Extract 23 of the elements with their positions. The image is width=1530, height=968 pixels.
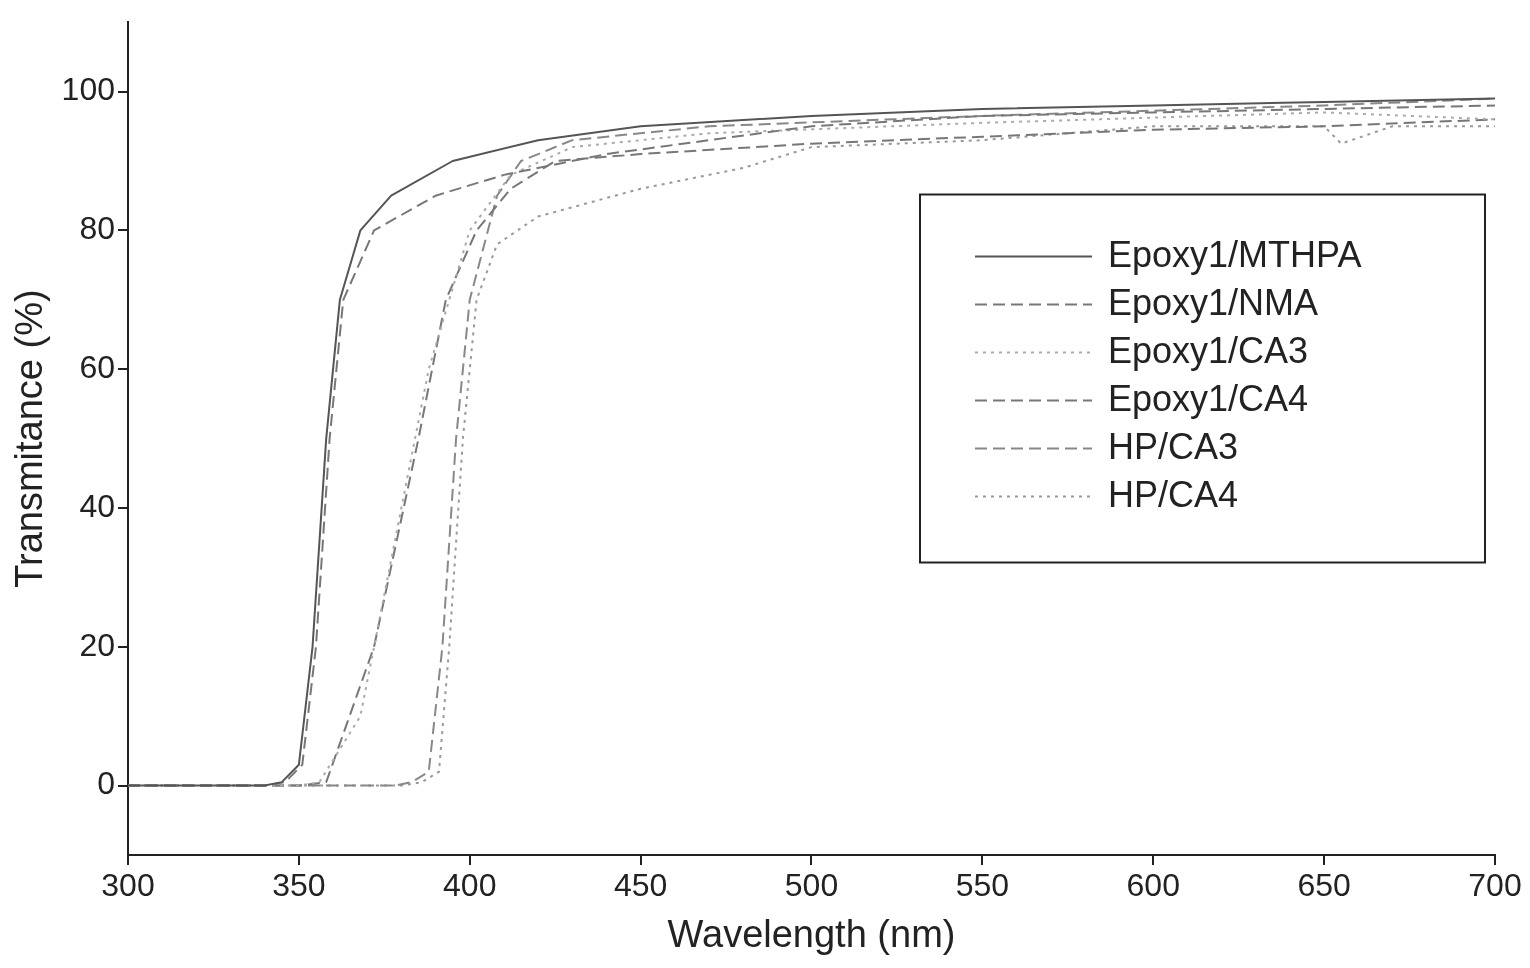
legend-label: Epoxy1/NMA <box>1108 281 1319 323</box>
x-tick-label: 300 <box>101 867 155 904</box>
legend-label: HP/CA3 <box>1108 425 1239 467</box>
x-tick-label: 550 <box>955 867 1010 904</box>
x-tick-label: 500 <box>784 867 839 904</box>
y-tick-label: 60 <box>79 349 115 386</box>
x-tick-label: 450 <box>613 867 668 904</box>
x-tick-label: 700 <box>1468 867 1522 904</box>
y-tick-label: 100 <box>61 71 115 108</box>
legend-label: Epoxy1/CA4 <box>1108 377 1309 419</box>
y-tick-label: 20 <box>79 626 115 663</box>
x-tick-label: 350 <box>272 867 326 904</box>
y-tick-label: 80 <box>79 210 115 247</box>
y-axis-title: Transmitance (%) <box>8 289 51 588</box>
x-tick-label: 650 <box>1297 867 1351 904</box>
legend-label: HP/CA4 <box>1108 473 1239 515</box>
y-tick-label: 40 <box>79 487 115 524</box>
x-axis-title: Wavelength (nm) <box>667 912 956 955</box>
legend-label: Epoxy1/MTHPA <box>1108 233 1362 275</box>
y-tick-label: 0 <box>97 765 115 802</box>
legend-label: Epoxy1/CA3 <box>1108 329 1309 371</box>
x-tick-label: 400 <box>443 867 497 904</box>
x-tick-label: 600 <box>1126 867 1180 904</box>
